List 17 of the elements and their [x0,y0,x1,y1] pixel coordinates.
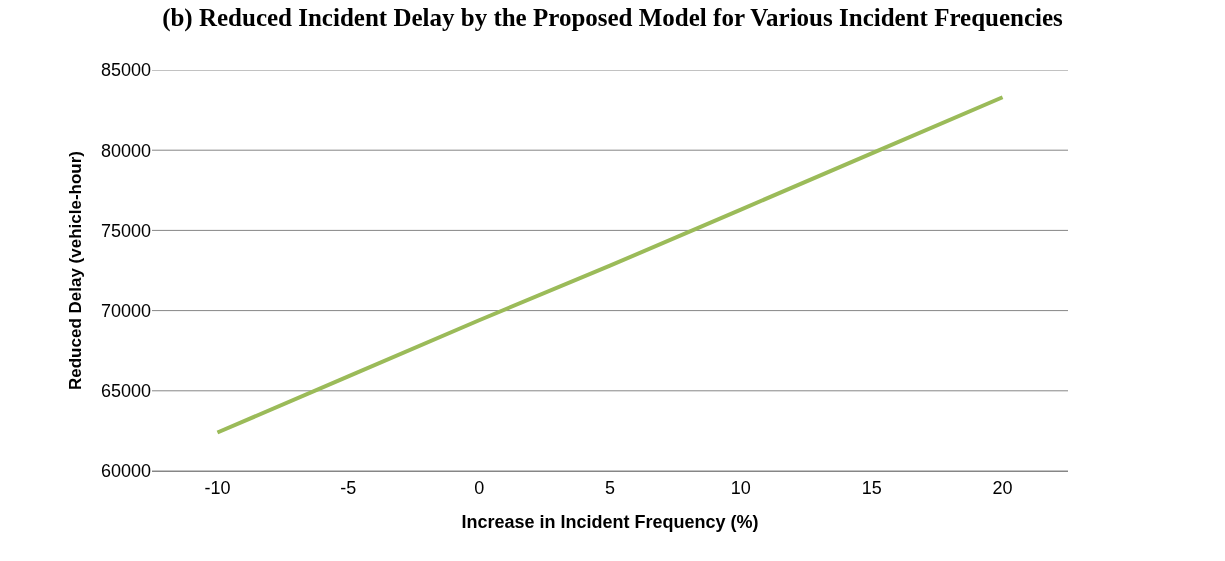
x-tick-label: 15 [861,477,882,498]
y-tick-label: 75000 [100,220,151,241]
x-axis-title: Increase in Incident Frequency (%) [461,511,759,532]
x-tick-label: 10 [730,477,751,498]
y-tick-label: 85000 [100,60,151,81]
x-tick-label: -5 [340,477,357,498]
x-tick-label: 20 [992,477,1013,498]
y-tick-label: 80000 [100,140,151,161]
x-tick-label: -10 [204,477,231,498]
line-series [215,95,1005,435]
chart-title: (b) Reduced Incident Delay by the Proposed Model for Various Incident Frequencies [162,3,1064,32]
y-axis-title: Reduced Delay (vehicle-hour) [66,150,86,391]
y-tick-label: 70000 [100,300,151,321]
x-tick-label: 0 [474,477,485,498]
y-tick-label: 65000 [100,381,151,402]
x-tick-label: 5 [604,477,616,498]
y-tick-label: 60000 [100,461,151,482]
